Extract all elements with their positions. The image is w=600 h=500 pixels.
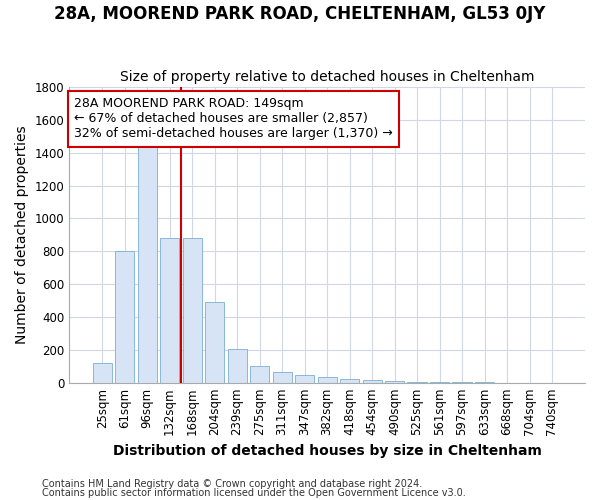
Text: 28A, MOOREND PARK ROAD, CHELTENHAM, GL53 0JY: 28A, MOOREND PARK ROAD, CHELTENHAM, GL53… (55, 5, 545, 23)
Text: Contains public sector information licensed under the Open Government Licence v3: Contains public sector information licen… (42, 488, 466, 498)
Bar (160, 238, 179, 383)
Bar (317, 377, 337, 383)
Title: Size of property relative to detached houses in Cheltenham: Size of property relative to detached ho… (120, 70, 535, 85)
Bar (205, 302, 224, 383)
Bar (295, 376, 314, 383)
Bar (115, 252, 134, 383)
X-axis label: Distribution of detached houses by size in Cheltenham: Distribution of detached houses by size … (113, 444, 542, 458)
Text: Contains HM Land Registry data © Crown copyright and database right 2024.: Contains HM Land Registry data © Crown c… (42, 479, 422, 489)
Bar (227, 349, 247, 383)
Bar (362, 380, 382, 383)
Bar (272, 372, 292, 383)
Bar (137, 140, 157, 383)
Bar (92, 363, 112, 383)
Bar (250, 366, 269, 383)
Y-axis label: Number of detached properties: Number of detached properties (15, 126, 29, 344)
Bar (182, 238, 202, 383)
Text: 28A MOOREND PARK ROAD: 149sqm
← 67% of detached houses are smaller (2,857)
32% o: 28A MOOREND PARK ROAD: 149sqm ← 67% of d… (74, 98, 393, 140)
Bar (407, 382, 427, 383)
Bar (340, 378, 359, 383)
Bar (385, 382, 404, 383)
